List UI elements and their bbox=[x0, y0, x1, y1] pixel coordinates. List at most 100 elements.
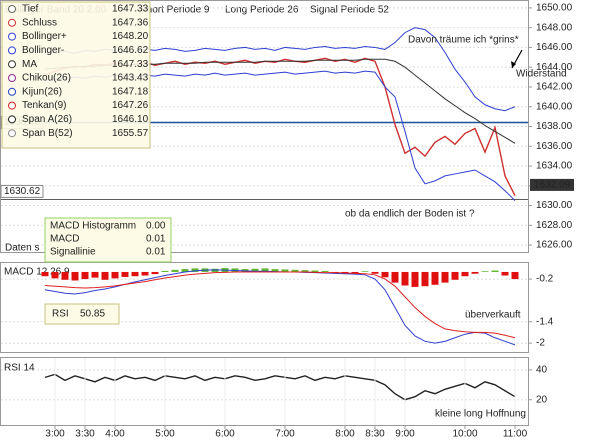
y-tick-label: 20 bbox=[536, 394, 548, 405]
y-tick-label: 1628.00 bbox=[536, 220, 573, 231]
x-tick-label: 10:00 bbox=[452, 429, 477, 440]
legend-value: 1647.18 bbox=[112, 86, 149, 97]
x-tick-label: 6:00 bbox=[215, 429, 235, 440]
legend-value: 0.00 bbox=[146, 221, 166, 232]
legend-value: 50.85 bbox=[80, 309, 105, 320]
x-tick-label: 8:00 bbox=[335, 429, 355, 440]
panel-title: MACD 12 26 9 bbox=[4, 267, 70, 278]
y-tick-label: 1640.00 bbox=[536, 101, 573, 112]
histogram-bar bbox=[191, 268, 199, 272]
rsi-panel-frame bbox=[0, 357, 529, 426]
x-tick-label: 4:00 bbox=[105, 429, 125, 440]
annotation: Daten s bbox=[5, 243, 39, 254]
histogram-bar bbox=[301, 270, 309, 272]
legend-marker bbox=[8, 129, 16, 138]
x-tick-label: 11:00 bbox=[503, 429, 528, 440]
histogram-bar bbox=[391, 271, 399, 283]
legend-value: 1647.33 bbox=[112, 4, 149, 15]
legend-box bbox=[44, 303, 120, 325]
y-tick-label: 1642.00 bbox=[536, 82, 573, 93]
y-tick-label: 1634.00 bbox=[536, 161, 573, 172]
annotation: kleine long Hoffnung bbox=[435, 409, 526, 420]
legend-name: Schluss bbox=[22, 17, 57, 28]
legend-marker bbox=[8, 115, 16, 124]
legend-marker bbox=[8, 18, 16, 27]
histogram-bar bbox=[431, 271, 439, 285]
histogram-bar bbox=[461, 271, 469, 277]
legend-value: 1646.10 bbox=[112, 114, 149, 125]
last-price-box bbox=[530, 178, 574, 191]
annotation: Davon träume ich *grins* bbox=[408, 35, 519, 46]
annotation: überverkauft bbox=[465, 310, 521, 321]
histogram-bar bbox=[261, 268, 269, 272]
histogram-bar bbox=[511, 271, 519, 280]
legend-name: Tenkan(9) bbox=[22, 100, 66, 111]
legend-name: MACD bbox=[50, 234, 79, 245]
annotation-arrowhead bbox=[511, 61, 516, 68]
histogram-bar bbox=[121, 271, 129, 277]
histogram-bar bbox=[141, 271, 149, 276]
legend-name: Tief bbox=[22, 4, 39, 15]
histogram-bar bbox=[251, 268, 259, 272]
header-label: Short Periode 9 bbox=[140, 5, 210, 16]
histogram-bar bbox=[311, 270, 319, 272]
legend-marker bbox=[8, 87, 16, 96]
y-tick-label: 1646.00 bbox=[536, 42, 573, 53]
legend-value: 1646.62 bbox=[112, 45, 149, 56]
y-tick-label: -2 bbox=[536, 338, 545, 349]
annotation: Widerstand bbox=[516, 69, 567, 80]
histogram-bar bbox=[481, 271, 489, 272]
histogram-bar bbox=[81, 271, 89, 280]
y-tick-label: 1630.00 bbox=[536, 200, 573, 211]
series-line bbox=[44, 373, 516, 401]
legend-name: Kijun(26) bbox=[22, 86, 62, 97]
histogram-bar bbox=[291, 269, 299, 272]
header-label: Long Periode 26 bbox=[225, 5, 299, 16]
histogram-bar bbox=[361, 271, 369, 272]
y-tick-label: 40 bbox=[536, 365, 548, 376]
reference-label: 1630.62 bbox=[4, 186, 41, 197]
panel-title: RSI 14 bbox=[4, 363, 35, 374]
legend-marker bbox=[8, 74, 16, 82]
x-tick-label: 7:00 bbox=[275, 429, 295, 440]
y-tick-label: -1.4 bbox=[536, 316, 554, 327]
legend-name: Span A(26) bbox=[22, 114, 72, 125]
legend-value: 1647.26 bbox=[112, 100, 149, 111]
legend-value: 1648.20 bbox=[112, 31, 149, 42]
histogram-bar bbox=[151, 271, 159, 275]
x-tick-label: 9:00 bbox=[395, 429, 415, 440]
legend-name: Bollinger+ bbox=[22, 31, 67, 42]
histogram-bar bbox=[501, 271, 509, 276]
histogram-bar bbox=[491, 270, 499, 272]
legend-value: 1655.57 bbox=[112, 128, 149, 139]
x-tick-label: 8:30 bbox=[365, 429, 385, 440]
histogram-bar bbox=[111, 271, 119, 279]
legend-value: 1643.43 bbox=[112, 73, 149, 84]
histogram-bar bbox=[351, 271, 359, 274]
histogram-bar bbox=[41, 271, 49, 277]
legend-name: Span B(52) bbox=[22, 128, 73, 139]
histogram-bar bbox=[211, 268, 219, 272]
histogram-bar bbox=[421, 271, 429, 287]
header-label: Signal Periode 52 bbox=[310, 5, 389, 16]
legend-name: RSI bbox=[52, 309, 69, 320]
y-tick-label: 1648.00 bbox=[536, 22, 573, 33]
y-tick-label: 1636.00 bbox=[536, 141, 573, 152]
legend-name: MACD Histogramm bbox=[50, 221, 136, 232]
histogram-bar bbox=[71, 271, 79, 281]
x-tick-label: 3:00 bbox=[45, 429, 65, 440]
histogram-bar bbox=[381, 271, 389, 278]
legend-value: 1647.36 bbox=[112, 17, 149, 28]
y-tick-label: 1638.00 bbox=[536, 121, 573, 132]
legend-marker bbox=[8, 46, 16, 55]
y-tick-label: 1644.00 bbox=[536, 62, 573, 73]
reference-label-box bbox=[0, 184, 44, 198]
macd-panel-frame bbox=[0, 262, 529, 353]
histogram-bar bbox=[401, 271, 409, 286]
y-tick-label: 1626.00 bbox=[536, 240, 573, 251]
annotation: ob da endlich der Boden ist ? bbox=[345, 209, 475, 220]
histogram-bar bbox=[371, 271, 379, 274]
last-price-label: 1632.09 bbox=[534, 180, 571, 191]
